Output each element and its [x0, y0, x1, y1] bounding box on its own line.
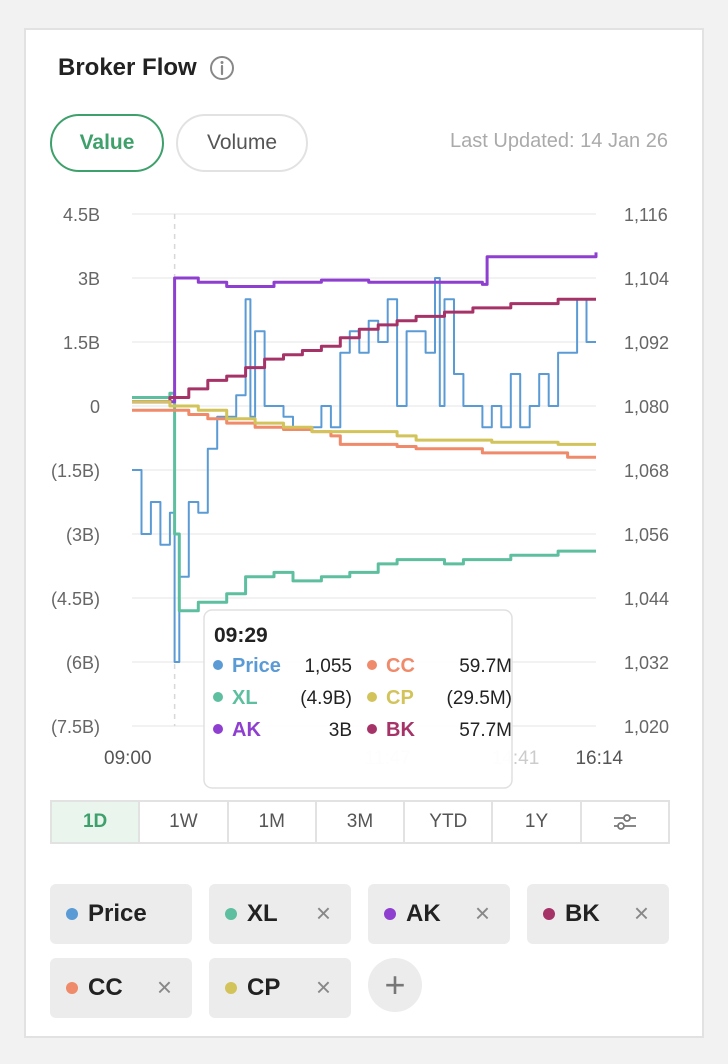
- right-tick-label: 1,044: [624, 589, 669, 609]
- range-button-1m[interactable]: 1M: [229, 802, 317, 842]
- range-selector: 1D 1W 1M 3M YTD 1Y: [50, 800, 670, 844]
- range-button-1y[interactable]: 1Y: [493, 802, 582, 842]
- tooltip-series-value: 57.7M: [459, 720, 512, 741]
- card-header: Broker Flow: [58, 54, 235, 82]
- series-chip-price[interactable]: Price: [50, 884, 192, 944]
- series-line-cc: [132, 408, 596, 459]
- right-tick-label: 1,068: [624, 461, 669, 481]
- tooltip-dot: [367, 660, 377, 670]
- broker-flow-card: Broker Flow Value Volume Last Updated: 1…: [24, 28, 704, 1038]
- info-icon[interactable]: [209, 55, 235, 81]
- series-line-bk: [132, 297, 596, 404]
- series-line-price: [132, 277, 596, 663]
- tooltip-series-name: XL: [232, 687, 258, 709]
- tooltip-series-name: CC: [386, 655, 415, 677]
- right-tick-label: 1,104: [624, 269, 669, 289]
- tooltip-dot: [367, 724, 377, 734]
- tooltip-series-value: 59.7M: [459, 656, 512, 677]
- left-tick-label: (4.5B): [51, 589, 100, 609]
- series-color-dot: [225, 982, 237, 994]
- left-tick-label: (7.5B): [51, 717, 100, 737]
- sliders-icon: [613, 814, 636, 830]
- left-tick-label: 4.5B: [63, 205, 100, 225]
- remove-series-icon[interactable]: ×: [315, 972, 331, 1002]
- right-tick-label: 1,080: [624, 397, 669, 417]
- series-chip-xl[interactable]: XL ×: [209, 884, 351, 944]
- range-button-ytd[interactable]: YTD: [405, 802, 494, 842]
- right-tick-label: 1,056: [624, 525, 669, 545]
- volume-toggle-button[interactable]: Volume: [176, 114, 308, 172]
- sliders-icon[interactable]: [582, 802, 668, 842]
- remove-series-icon[interactable]: ×: [633, 898, 649, 928]
- series-chip-label: Price: [88, 900, 147, 927]
- x-tick-label: 09:00: [104, 748, 152, 769]
- series-chip-label: BK: [565, 900, 600, 927]
- series-color-dot: [384, 908, 396, 920]
- remove-series-icon[interactable]: ×: [474, 898, 490, 928]
- series-chip-ak[interactable]: AK ×: [368, 884, 510, 944]
- tooltip-series-value: (4.9B): [300, 688, 352, 709]
- right-tick-label: 1,020: [624, 717, 669, 737]
- tooltip-series-name: CP: [386, 687, 414, 709]
- series-chip-cc[interactable]: CC ×: [50, 958, 192, 1018]
- tooltip-series-value: 3B: [329, 720, 352, 741]
- left-tick-label: (6B): [66, 653, 100, 673]
- range-button-3m[interactable]: 3M: [317, 802, 406, 842]
- series-color-dot: [225, 908, 237, 920]
- tooltip-series-name: AK: [232, 719, 261, 741]
- tooltip-box: [203, 609, 513, 789]
- series-line-xl: [132, 391, 596, 613]
- series-color-dot: [66, 982, 78, 994]
- tooltip-series-name: BK: [386, 719, 415, 741]
- range-button-1d[interactable]: 1D: [52, 802, 141, 842]
- series-chip-label: CP: [247, 974, 281, 1001]
- series-line-cp: [132, 400, 596, 446]
- tooltip-dot: [213, 692, 223, 702]
- last-updated-text: Last Updated: 14 Jan 26: [450, 130, 668, 152]
- x-tick-label: 16:14: [575, 748, 623, 769]
- tooltip-dot: [213, 660, 223, 670]
- right-tick-label: 1,032: [624, 653, 669, 673]
- range-button-1w[interactable]: 1W: [140, 802, 229, 842]
- series-chip-label: XL: [247, 900, 278, 927]
- series-chip-bk[interactable]: BK ×: [527, 884, 669, 944]
- left-tick-label: 0: [90, 397, 100, 417]
- add-series-button[interactable]: +: [368, 958, 422, 1012]
- chart-tooltip: 09:29 Price 1,055 CC 59.7M XL (4.9B) CP (29.5M) A…: [203, 609, 513, 789]
- left-tick-label: (1.5B): [51, 461, 100, 481]
- tooltip-series-value: (29.5M): [447, 688, 512, 709]
- tooltip-dot: [213, 724, 223, 734]
- tooltip-series-name: Price: [232, 655, 281, 677]
- left-tick-label: (3B): [66, 525, 100, 545]
- remove-series-icon[interactable]: ×: [156, 972, 172, 1002]
- tooltip-dot: [367, 692, 377, 702]
- broker-flow-chart[interactable]: 4.5B 1,116 3B 1,104 1.5B 1,092 0 1,080 (1.5B) 1,0…: [26, 200, 702, 800]
- remove-series-icon[interactable]: ×: [315, 898, 331, 928]
- series-line-ak: [132, 252, 598, 404]
- tooltip-time: 09:29: [214, 624, 268, 647]
- card-title: Broker Flow: [58, 54, 197, 81]
- series-color-dot: [66, 908, 78, 920]
- tooltip-series-value: 1,055: [304, 656, 352, 677]
- series-chip-label: AK: [406, 900, 441, 927]
- left-tick-label: 3B: [78, 269, 100, 289]
- value-toggle-button[interactable]: Value: [50, 114, 164, 172]
- series-chip-label: CC: [88, 974, 123, 1001]
- right-tick-label: 1,116: [624, 205, 668, 225]
- left-tick-label: 1.5B: [63, 333, 100, 353]
- right-tick-label: 1,092: [624, 333, 669, 353]
- series-chip-cp[interactable]: CP ×: [209, 958, 351, 1018]
- series-color-dot: [543, 908, 555, 920]
